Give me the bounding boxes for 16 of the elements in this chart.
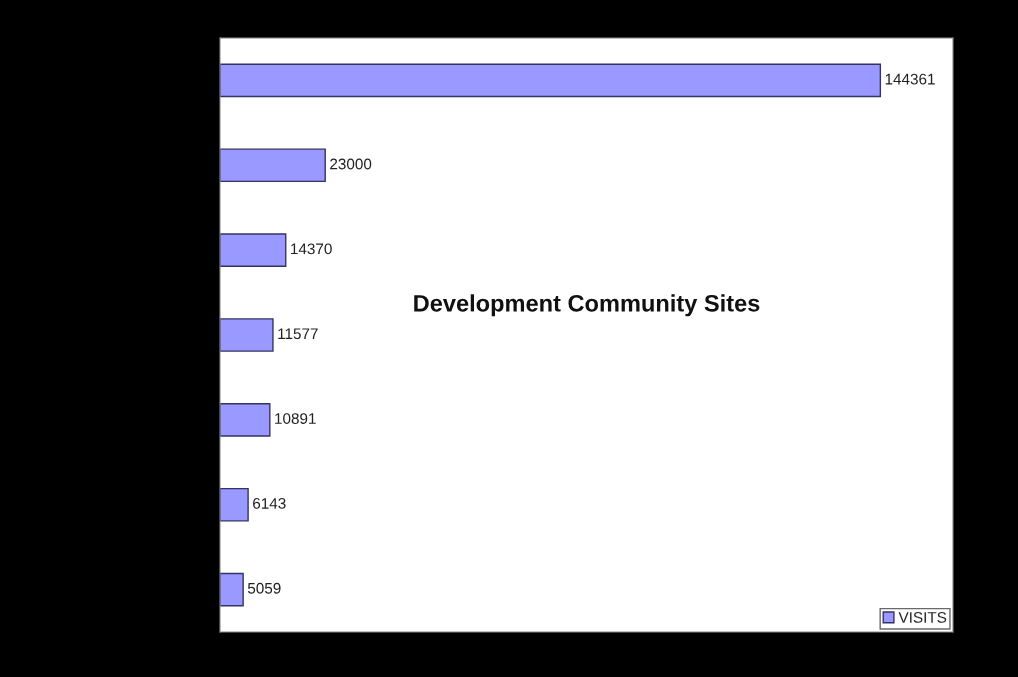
text: Development Community Sites [414,294,760,317]
data-label: 14370 [291,243,332,255]
bar [220,318,274,352]
data-label: 5059 [247,582,281,594]
bar [220,572,244,607]
bar [220,403,271,437]
data-label: 11577 [278,328,318,340]
data-label: 144361 [885,73,935,85]
bar [220,487,249,522]
bar [220,148,326,183]
data-label: 23000 [330,158,372,170]
bar [220,233,287,267]
legend-label: VISITS [898,612,947,623]
bar [220,63,882,98]
data-label: 6143 [253,498,286,509]
data-label: 10891 [275,413,316,424]
